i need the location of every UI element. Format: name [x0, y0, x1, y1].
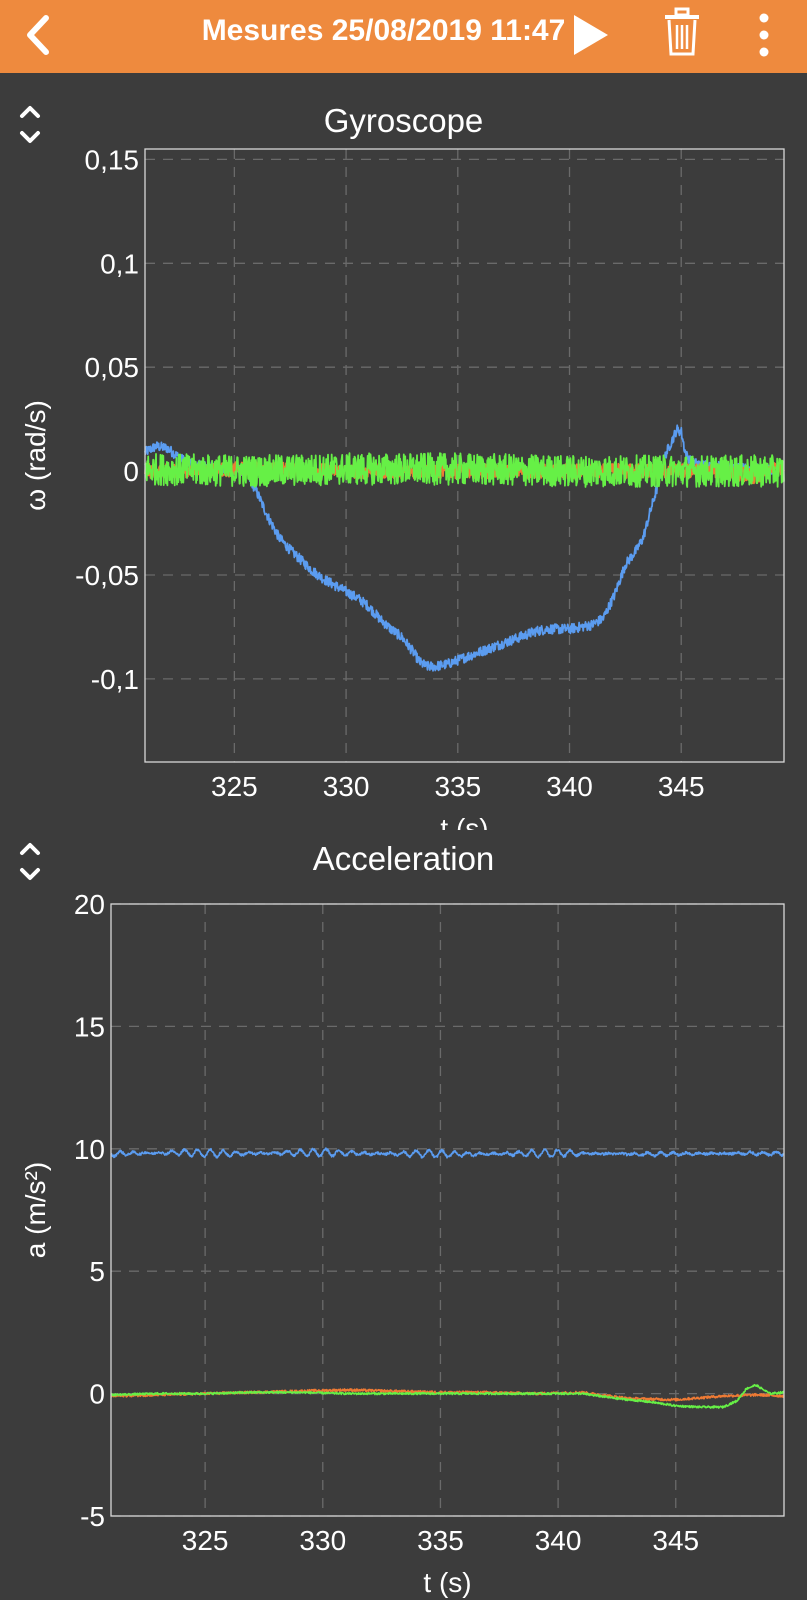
acceleration-panel: Acceleration: [0, 830, 807, 1600]
expand-collapse-icon[interactable]: [16, 103, 44, 147]
acceleration-chart: 325 330 335 340 345 20 15 10 5 0 -5 t (s) a (m/s²): [20, 889, 785, 1598]
page-title: Mesures 25/08/2019 11:47: [0, 14, 807, 48]
y-tick-label: 0,15: [85, 144, 140, 175]
y-tick-label: 15: [74, 1011, 105, 1042]
x-tick-label: 340: [546, 771, 593, 802]
y-tick-label: 0: [123, 456, 139, 487]
x-tick-label: 335: [434, 771, 481, 802]
page-title-text: Mesures 25/08/2019 11:47: [201, 14, 566, 47]
gyroscope-panel: Gyroscope: [16, 102, 484, 147]
y-tick-label: -0,05: [75, 560, 139, 591]
x-tick-label: 340: [535, 1525, 582, 1556]
y-tick-label: -0,1: [91, 664, 139, 695]
play-icon[interactable]: [570, 13, 610, 57]
y-tick-label: 5: [89, 1256, 105, 1287]
series-line: [110, 1147, 785, 1159]
y-axis-label: a (m/s²): [20, 1162, 51, 1258]
x-tick-label: 335: [417, 1525, 464, 1556]
chart-title: Acceleration: [312, 840, 495, 877]
y-tick-label: 0: [89, 1379, 105, 1410]
x-tick-label: 330: [299, 1525, 346, 1556]
x-axis-label: t (s): [423, 1567, 471, 1598]
y-tick-label: 10: [74, 1134, 105, 1165]
x-tick-label: 325: [182, 1525, 229, 1556]
x-tick-label: 330: [323, 771, 370, 802]
x-tick-label: 345: [652, 1525, 699, 1556]
chevron-left-icon[interactable]: [18, 10, 58, 60]
gyroscope-chart: 325 330 335 340 345 0,15 0,1 0,05 0 -0,05 -0,1 t (s…: [20, 144, 785, 830]
y-axis-label: ω (rad/s): [20, 400, 51, 511]
x-axis-label: t (s): [440, 813, 488, 830]
top-app-bar: Mesures 25/08/2019 11:47: [0, 0, 807, 73]
y-tick-label: 20: [74, 889, 105, 920]
trash-icon[interactable]: [662, 6, 702, 58]
more-vertical-icon[interactable]: [752, 10, 776, 60]
x-tick-label: 325: [211, 771, 258, 802]
y-tick-label: 0,1: [100, 248, 139, 279]
plot-frame: [144, 148, 785, 763]
series-line: [110, 1383, 785, 1409]
x-tick-label: 345: [658, 771, 705, 802]
chart-title: Gyroscope: [323, 102, 484, 139]
y-tick-label: -5: [80, 1501, 105, 1532]
expand-collapse-icon[interactable]: [16, 840, 44, 884]
series-line: [144, 452, 785, 488]
plot-frame: [110, 903, 785, 1517]
y-tick-label: 0,05: [85, 352, 140, 383]
